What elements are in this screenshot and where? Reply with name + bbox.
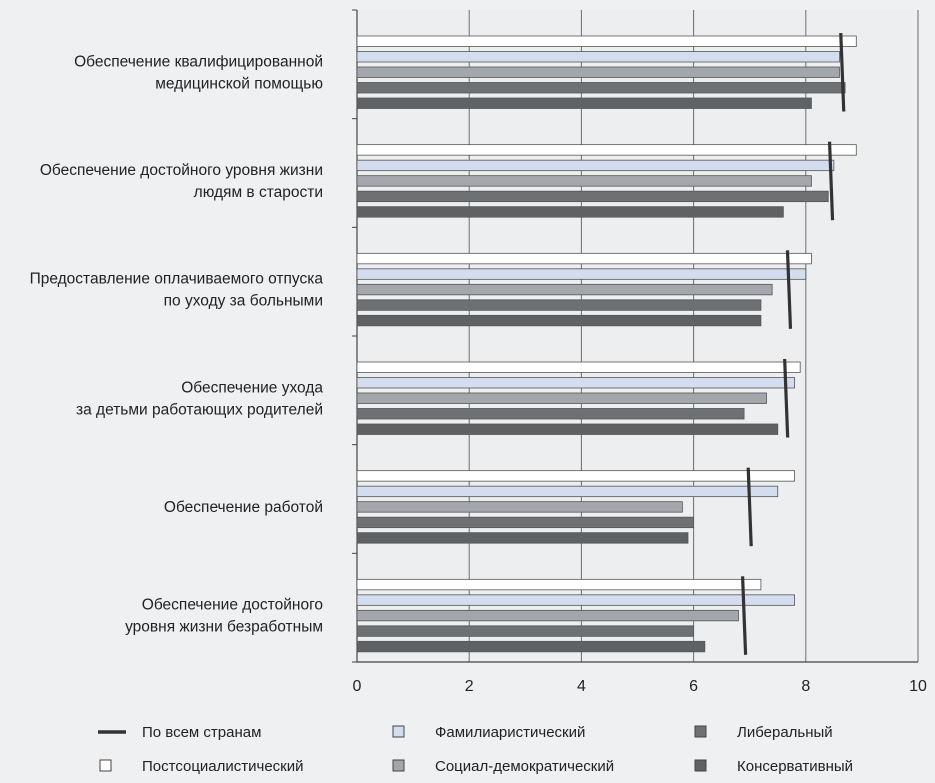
average-marker-cat-4 [783, 358, 790, 438]
plot-area [357, 10, 918, 662]
legend-label: Постсоциалистический [142, 758, 304, 775]
legend-label: Фамилиаристический [435, 724, 585, 741]
legend-swatch [694, 725, 707, 738]
bar-2-cat-2 [356, 159, 835, 172]
category-label: за детьми работающих родителей [76, 401, 323, 418]
bar-2-cat-1 [356, 51, 840, 63]
bar-2-cat-5 [356, 485, 779, 498]
category-label: Обеспечение квалифицированной [74, 53, 323, 70]
category-label: по уходу за больными [164, 293, 323, 310]
legend-swatch [694, 759, 707, 772]
bar-3-cat-2 [356, 175, 812, 187]
bar-5-cat-2 [356, 206, 784, 218]
x-tick-label: 10 [909, 678, 927, 695]
legend-swatch [392, 759, 405, 772]
category-label: людям в старости [194, 184, 323, 201]
category-label: Обеспечение ухода [181, 379, 323, 396]
category-label: Обеспечение достойного [142, 597, 323, 614]
bar-4-cat-6 [356, 625, 695, 637]
bar-3-cat-3 [356, 283, 773, 296]
category-label: Предоставление оплачиваемого отпуска [30, 271, 324, 288]
x-tick-label: 6 [689, 678, 698, 695]
category-label: медицинской помощью [155, 75, 323, 92]
bar-5-cat-5 [356, 532, 689, 544]
bar-4-cat-3 [356, 299, 762, 311]
bar-5-cat-1 [356, 97, 812, 109]
legend-swatch [99, 759, 112, 772]
legend-label: Консервативный [737, 758, 853, 775]
bar-4-cat-1 [356, 82, 846, 94]
average-marker-cat-3 [785, 250, 793, 329]
legend-swatch [392, 725, 405, 738]
x-tick-label: 0 [353, 678, 362, 695]
bar-3-cat-6 [356, 609, 739, 622]
bar-1-cat-6 [356, 578, 762, 591]
x-tick-label: 8 [801, 678, 810, 695]
x-tick-label: 4 [577, 678, 586, 695]
bar-3-cat-5 [356, 501, 683, 513]
bar-3-cat-4 [356, 392, 767, 404]
category-label: Обеспечение достойного уровня жизни [40, 162, 323, 179]
bar-2-cat-3 [356, 268, 807, 280]
bar-4-cat-4 [356, 408, 745, 420]
average-marker-cat-2 [827, 141, 835, 221]
bar-2-cat-6 [356, 594, 795, 606]
average-marker-cat-1 [839, 32, 846, 112]
bar-5-cat-4 [356, 423, 779, 435]
average-marker-cat-6 [740, 576, 748, 655]
x-tick-label: 2 [465, 678, 474, 695]
bar-1-cat-3 [356, 252, 812, 265]
bar-4-cat-2 [356, 190, 829, 203]
legend-label: Либеральный [737, 724, 833, 741]
legend-label: Социал-демократический [435, 758, 614, 775]
bar-1-cat-4 [356, 361, 801, 373]
category-label: уровня жизни безработным [125, 619, 323, 636]
bar-1-cat-1 [356, 35, 857, 47]
bar-1-cat-2 [356, 144, 857, 156]
bar-4-cat-5 [356, 516, 695, 529]
bar-5-cat-3 [356, 314, 762, 327]
bar-3-cat-1 [356, 66, 840, 78]
bar-1-cat-5 [356, 470, 795, 482]
average-marker-cat-5 [746, 467, 753, 547]
bar-2-cat-4 [356, 377, 795, 389]
category-label: Обеспечение работой [164, 499, 323, 516]
bar-5-cat-6 [356, 640, 706, 653]
legend-label: По всем странам [142, 724, 261, 741]
